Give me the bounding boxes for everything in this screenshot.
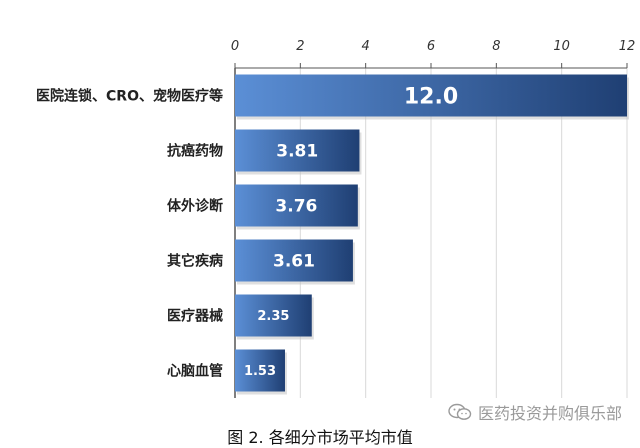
x-tick-label: 2 — [296, 39, 304, 54]
x-tick-label: 8 — [492, 39, 500, 54]
y-category-label: 心脑血管 — [167, 363, 223, 380]
x-tick-label: 4 — [362, 39, 370, 54]
figure-caption: 图 2. 各细分市场平均市值 — [227, 428, 413, 447]
bar-value-label: 12.0 — [404, 84, 458, 109]
x-tick-label: 12 — [619, 39, 636, 54]
bar — [235, 74, 627, 117]
y-category-label: 其它疾病 — [167, 253, 223, 270]
y-category-label: 体外诊断 — [167, 198, 223, 215]
x-tick-label: 0 — [231, 39, 239, 54]
bar — [235, 349, 285, 392]
watermark: 医药投资并购俱乐部 — [448, 400, 622, 424]
watermark-text: 医药投资并购俱乐部 — [477, 404, 622, 423]
wechat-icon — [448, 403, 472, 420]
bar — [235, 129, 360, 172]
bar-value-label: 3.76 — [275, 197, 317, 217]
bar-value-label: 3.61 — [273, 252, 315, 272]
y-category-label: 医疗器械 — [167, 308, 223, 325]
bar-value-label: 2.35 — [257, 309, 289, 324]
bar — [235, 239, 353, 282]
bar — [235, 294, 312, 337]
bar — [235, 184, 358, 227]
y-category-label: 抗癌药物 — [167, 143, 223, 160]
bar-value-label: 1.53 — [244, 364, 276, 379]
bar-value-label: 3.81 — [276, 142, 318, 162]
y-category-label: 医院连锁、CRO、宠物医疗等 — [36, 88, 223, 105]
x-tick-label: 10 — [553, 39, 570, 54]
x-tick-label: 6 — [427, 39, 435, 54]
